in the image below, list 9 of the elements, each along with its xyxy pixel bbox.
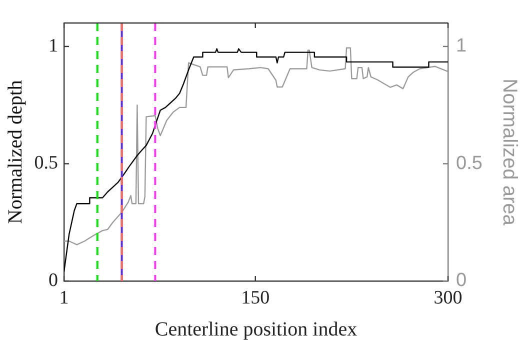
y-axis-title: Normalized depth [4,80,26,224]
x-tick-label: 150 [241,287,270,308]
y2-tick-label: 1 [456,36,467,57]
y2-axis-title: Normalized area [498,78,520,226]
y-tick-label: 0 [48,270,58,291]
y-tick-label: 0.5 [34,152,58,174]
x-axis-title: Centerline position index [154,318,358,340]
y-tick-label: 1 [48,35,58,56]
y2-tick-label: 0.5 [456,152,482,174]
